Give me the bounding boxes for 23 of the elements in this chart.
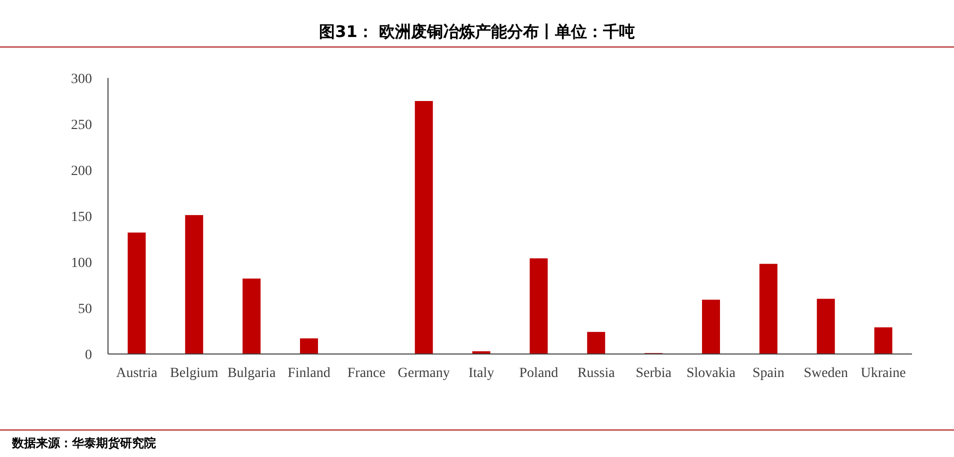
x-tick-label: Finland <box>288 366 330 381</box>
annotation: 数据来源：华泰期货研究院 <box>12 436 156 450</box>
y-tick-label: 200 <box>71 164 92 179</box>
x-tick-label: Russia <box>577 366 616 381</box>
y-tick-label: 150 <box>71 210 92 225</box>
y-tick-label: 300 <box>71 72 92 87</box>
x-tick-label: Slovakia <box>686 366 736 381</box>
y-tick-label: 0 <box>85 348 92 363</box>
x-tick-label: Ukraine <box>860 366 906 381</box>
x-tick-label: Austria <box>116 366 158 381</box>
x-tick-label: France <box>347 366 386 381</box>
title: 图31： 欧洲废铜冶炼产能分布丨单位：千吨 <box>319 22 635 41</box>
y-tick-label: 50 <box>78 302 92 317</box>
x-tick-label: Spain <box>752 366 784 381</box>
x-tick-label: Bulgaria <box>227 366 276 381</box>
y-tick-label: 250 <box>71 118 92 133</box>
x-tick-label: Poland <box>519 366 558 381</box>
x-tick-label: Sweden <box>804 366 848 381</box>
x-tick-label: Belgium <box>170 366 218 381</box>
y-tick-label: 100 <box>71 256 92 271</box>
x-tick-label: Italy <box>468 366 494 381</box>
x-tick-label: Germany <box>398 366 450 381</box>
x-tick-label: Serbia <box>636 366 672 381</box>
